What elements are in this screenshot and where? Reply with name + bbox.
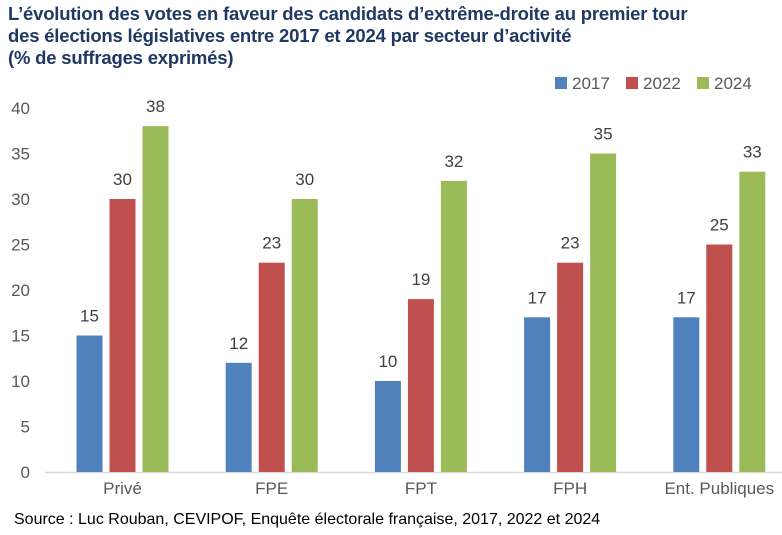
x-tick-label: FPH <box>553 479 587 498</box>
y-tick-label: 20 <box>11 281 30 300</box>
data-label: 17 <box>528 288 547 307</box>
bars <box>76 126 766 473</box>
data-label: 12 <box>229 334 248 353</box>
x-tick-label: Ent. Publiques <box>664 479 774 498</box>
y-tick-label: 40 <box>11 99 30 118</box>
data-label: 30 <box>295 170 314 189</box>
bar-2024 <box>590 153 617 472</box>
chart-title-line-3: (% de suffrages exprimés) <box>8 47 234 68</box>
data-label: 30 <box>113 170 132 189</box>
bar-2017 <box>673 317 700 472</box>
bar-2022 <box>407 299 434 472</box>
data-label: 32 <box>444 152 463 171</box>
y-tick-label: 0 <box>21 463 30 482</box>
bar-2022 <box>258 262 285 472</box>
bar-2024 <box>739 171 766 472</box>
chart-title-line-2: des élections législatives entre 2017 et… <box>8 25 572 46</box>
legend-label-2017: 2017 <box>572 74 610 93</box>
chart-title-line-1: L’évolution des votes en faveur des cand… <box>8 3 688 24</box>
data-label: 19 <box>411 270 430 289</box>
y-tick-label: 35 <box>11 145 30 164</box>
bar-chart: 0 5 10 15 20 25 30 35 40 15 30 38 12 23 30 10 19 32 17 23 3… <box>11 74 782 498</box>
data-label: 15 <box>80 307 99 326</box>
data-label: 35 <box>594 125 613 144</box>
bar-2017 <box>524 317 551 472</box>
data-labels: 15 30 38 12 23 30 10 19 32 17 23 35 17 25 33 <box>80 97 762 371</box>
bar-2022 <box>706 244 733 472</box>
legend: 2017 2022 2024 <box>555 74 752 93</box>
bar-2022 <box>557 262 584 472</box>
y-tick-label: 15 <box>11 327 30 346</box>
data-label: 38 <box>146 97 165 116</box>
y-tick-label: 5 <box>21 418 30 437</box>
legend-label-2022: 2022 <box>643 74 681 93</box>
data-label: 25 <box>710 216 729 235</box>
chart-title: L’évolution des votes en faveur des cand… <box>8 3 782 69</box>
bar-2017 <box>76 335 103 472</box>
data-label: 10 <box>378 352 397 371</box>
source-note: Source : Luc Rouban, CEVIPOF, Enquête él… <box>14 511 601 528</box>
bar-2022 <box>109 199 136 472</box>
bar-2024 <box>291 199 318 472</box>
bar-2017 <box>374 381 401 472</box>
bar-2024 <box>142 126 169 472</box>
x-axis: Privé FPE FPT FPH Ent. Publiques <box>103 479 774 498</box>
y-axis: 0 5 10 15 20 25 30 35 40 <box>11 99 30 482</box>
legend-label-2024: 2024 <box>714 74 752 93</box>
legend-swatch-2024 <box>697 77 709 89</box>
x-tick-label: FPT <box>405 479 437 498</box>
y-tick-label: 25 <box>11 236 30 255</box>
data-label: 23 <box>262 234 281 253</box>
y-tick-label: 30 <box>11 190 30 209</box>
legend-swatch-2017 <box>555 77 567 89</box>
y-tick-label: 10 <box>11 372 30 391</box>
data-label: 17 <box>677 288 696 307</box>
bar-2024 <box>440 180 467 473</box>
data-label: 23 <box>561 234 580 253</box>
x-tick-label: Privé <box>103 479 142 498</box>
legend-swatch-2022 <box>626 77 638 89</box>
bar-2017 <box>225 362 252 472</box>
x-tick-label: FPE <box>255 479 288 498</box>
data-label: 33 <box>743 143 762 162</box>
